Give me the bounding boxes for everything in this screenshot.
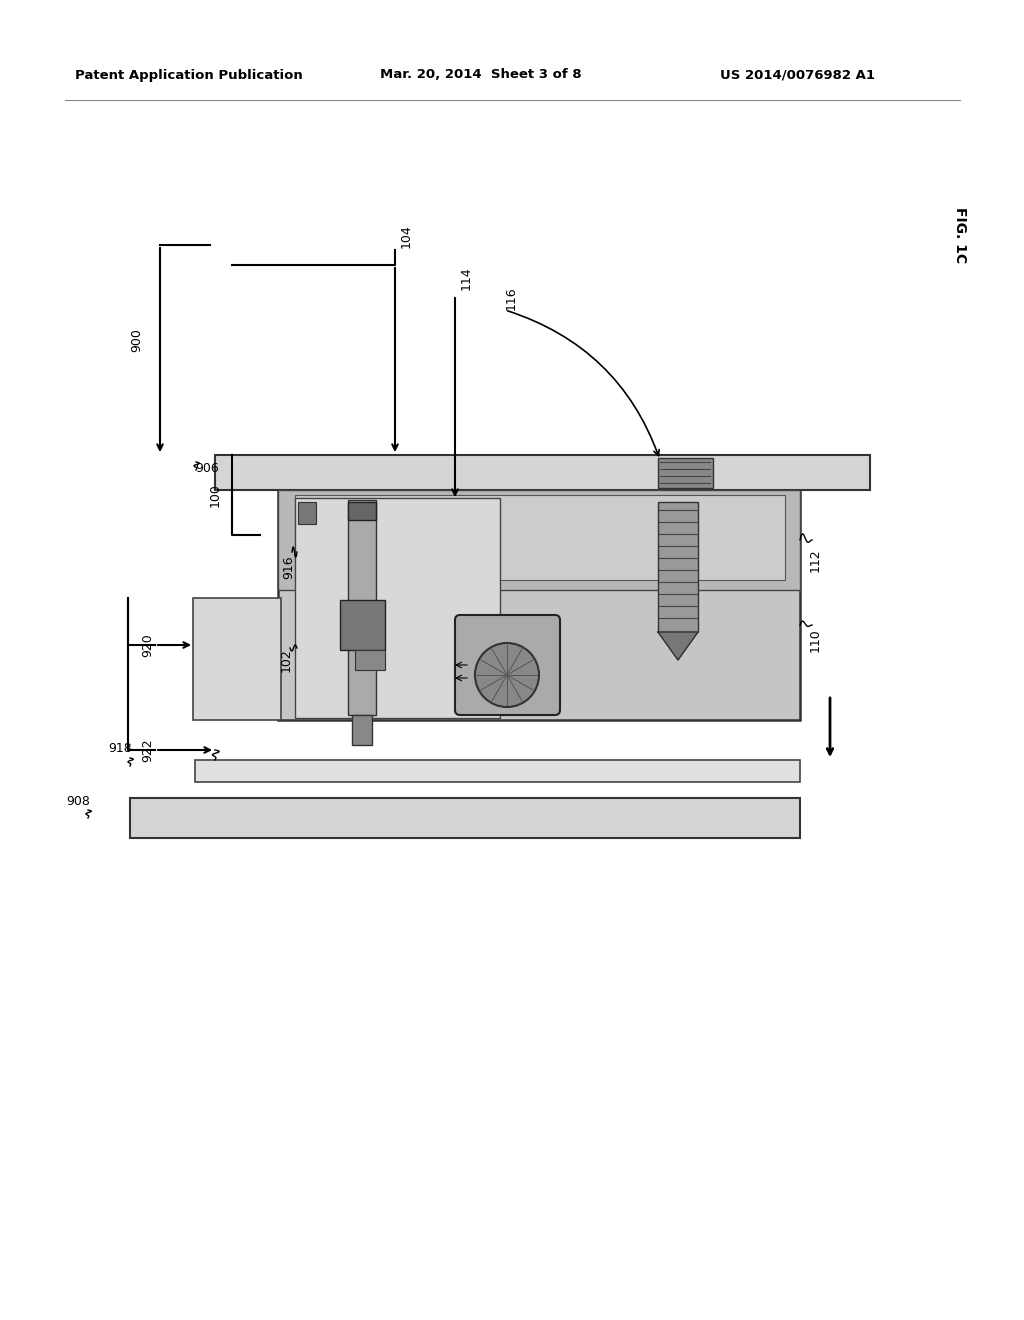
Text: FIG. 1C: FIG. 1C bbox=[953, 207, 967, 263]
Text: 104: 104 bbox=[400, 224, 413, 248]
Bar bbox=[348, 500, 376, 715]
Text: Mar. 20, 2014  Sheet 3 of 8: Mar. 20, 2014 Sheet 3 of 8 bbox=[380, 69, 582, 82]
Bar bbox=[298, 502, 316, 524]
Text: 920: 920 bbox=[141, 634, 155, 657]
Text: 900: 900 bbox=[130, 329, 143, 352]
Bar bbox=[352, 715, 372, 744]
Polygon shape bbox=[658, 632, 698, 660]
Text: 908: 908 bbox=[67, 795, 90, 808]
Text: 100: 100 bbox=[209, 483, 221, 507]
Text: 906: 906 bbox=[195, 462, 219, 475]
Bar bbox=[295, 498, 500, 718]
Bar bbox=[295, 495, 785, 579]
Text: 916: 916 bbox=[282, 556, 295, 578]
Bar bbox=[278, 490, 800, 590]
Text: 112: 112 bbox=[809, 548, 821, 572]
Bar bbox=[195, 760, 800, 781]
Bar bbox=[193, 598, 281, 719]
Text: 102: 102 bbox=[280, 648, 293, 672]
Bar bbox=[130, 799, 800, 838]
Text: 918: 918 bbox=[109, 742, 132, 755]
Text: 110: 110 bbox=[809, 628, 821, 652]
Text: Patent Application Publication: Patent Application Publication bbox=[75, 69, 303, 82]
Bar bbox=[348, 502, 376, 520]
Bar bbox=[658, 458, 713, 488]
Bar bbox=[340, 601, 385, 649]
Bar bbox=[278, 490, 800, 719]
Text: 116: 116 bbox=[505, 286, 518, 310]
Bar bbox=[355, 649, 385, 671]
FancyBboxPatch shape bbox=[455, 615, 560, 715]
Bar bbox=[658, 502, 698, 632]
Text: 922: 922 bbox=[141, 738, 155, 762]
Text: US 2014/0076982 A1: US 2014/0076982 A1 bbox=[720, 69, 874, 82]
Circle shape bbox=[475, 643, 539, 708]
Text: 114: 114 bbox=[460, 267, 473, 290]
Bar bbox=[215, 455, 870, 490]
